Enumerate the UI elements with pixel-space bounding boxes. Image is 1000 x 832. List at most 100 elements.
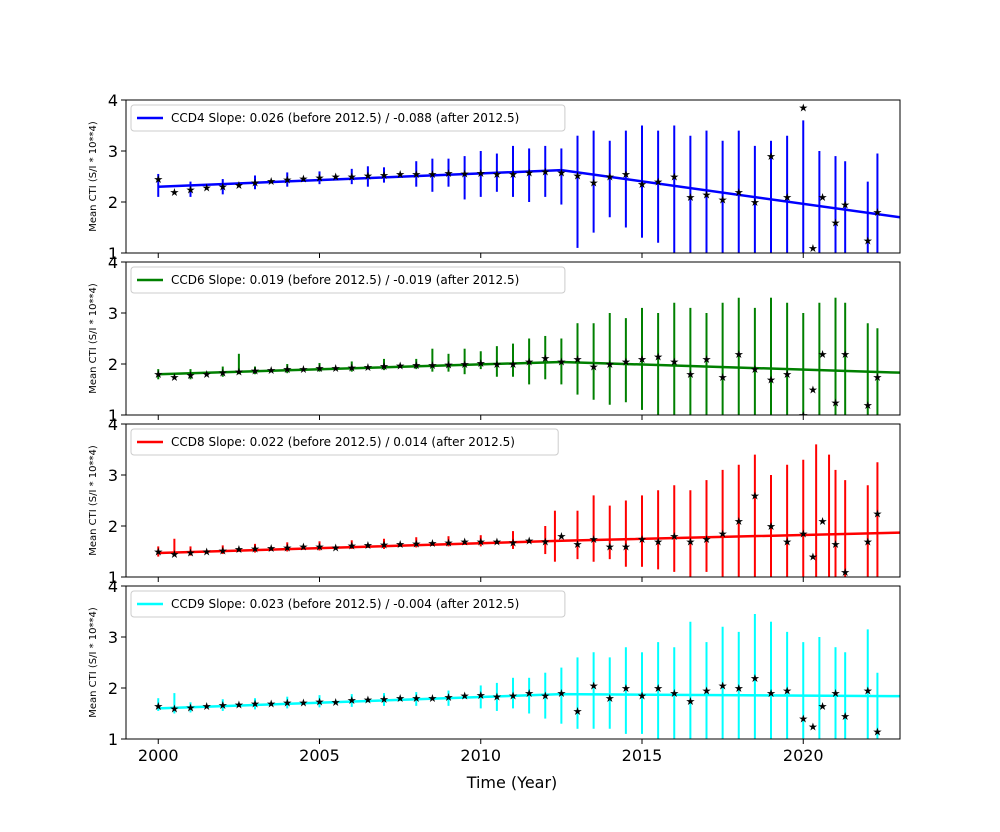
data-point: ★ xyxy=(347,694,357,707)
data-point: ★ xyxy=(266,175,276,188)
axes-frame xyxy=(125,99,901,254)
data-point: ★ xyxy=(460,535,470,548)
data-point: ★ xyxy=(492,691,502,704)
data-point: ★ xyxy=(718,528,728,541)
data-point: ★ xyxy=(427,692,437,705)
x-axis-label: Time (Year) xyxy=(466,773,558,792)
data-point: ★ xyxy=(637,353,647,366)
data-point: ★ xyxy=(621,168,631,181)
data-point: ★ xyxy=(718,679,728,692)
data-point: ★ xyxy=(573,538,583,551)
data-point: ★ xyxy=(315,540,325,553)
y-tick-label: 4 xyxy=(108,253,118,272)
data-point: ★ xyxy=(524,687,534,700)
data-point: ★ xyxy=(250,177,260,190)
data-point: ★ xyxy=(202,182,212,195)
data-point: ★ xyxy=(476,167,486,180)
data-point: ★ xyxy=(872,507,882,520)
data-point: ★ xyxy=(653,350,663,363)
plot-area: ★★★★★★★★★★★★★★★★★★★★★★★★★★★★★★★★★★★★★★★★… xyxy=(153,614,900,739)
data-point: ★ xyxy=(508,168,518,181)
data-point: ★ xyxy=(460,690,470,703)
data-point: ★ xyxy=(411,537,421,550)
x-tick-label: 2020 xyxy=(783,746,824,765)
legend-box xyxy=(130,590,566,618)
data-point: ★ xyxy=(872,725,882,738)
data-point: ★ xyxy=(282,363,292,376)
data-point: ★ xyxy=(818,700,828,713)
data-point: ★ xyxy=(186,183,196,196)
data-point: ★ xyxy=(734,515,744,528)
data-point: ★ xyxy=(202,368,212,381)
data-point: ★ xyxy=(298,696,308,709)
data-point: ★ xyxy=(605,358,615,371)
data-point: ★ xyxy=(766,373,776,386)
data-point: ★ xyxy=(427,537,437,550)
data-point: ★ xyxy=(573,353,583,366)
data-point: ★ xyxy=(476,535,486,548)
data-point: ★ xyxy=(589,533,599,546)
data-point: ★ xyxy=(363,539,373,552)
data-point: ★ xyxy=(556,355,566,368)
y-tick-label: 3 xyxy=(108,628,118,647)
data-point: ★ xyxy=(379,693,389,706)
legend-label: CCD4 Slope: 0.026 (before 2012.5) / -0.0… xyxy=(171,111,519,125)
data-point: ★ xyxy=(863,685,873,698)
data-point: ★ xyxy=(282,541,292,554)
fit-line xyxy=(158,692,900,710)
data-point: ★ xyxy=(653,176,663,189)
data-point: ★ xyxy=(347,362,357,375)
data-point: ★ xyxy=(782,535,792,548)
data-point: ★ xyxy=(508,690,518,703)
data-point: ★ xyxy=(266,542,276,555)
data-point: ★ xyxy=(621,540,631,553)
axes-frame xyxy=(125,423,901,578)
panel-ccd6: ★ ★ ★ ★ ★ ★ ★ ★ ★ ★ ★ ★ ★ ★ ★ ★ ★ ★ ★ ★ ★ ★ ★ ★ ★ ★ ★ ★ ★ ★ ★ ★ ★ ★ ★ ★ ★ ★ ★ ★… xyxy=(88,253,901,425)
legend-box xyxy=(130,266,566,294)
data-point: ★ xyxy=(266,364,276,377)
data-point: ★ xyxy=(818,348,828,361)
data-point: ★ xyxy=(734,348,744,361)
data-point: ★ xyxy=(347,171,357,184)
data-point: ★ xyxy=(202,546,212,559)
data-point: ★ xyxy=(718,371,728,384)
y-tick-label: 4 xyxy=(108,91,118,110)
data-point: ★ xyxy=(637,690,647,703)
data-point: ★ xyxy=(153,546,163,559)
data-point: ★ xyxy=(556,687,566,700)
data-point: ★ xyxy=(734,682,744,695)
panel-ccd8: ★ ★ ★ ★ ★ ★ ★ ★ ★ ★ ★ ★ ★ ★ ★ ★ ★ ★ ★ ★ ★ ★ ★ ★ ★ ★★ ★★ ★★ ★ ★ ★ ★ ★★★★★… xyxy=(88,415,901,587)
data-point: ★ xyxy=(831,216,841,229)
data-point: ★ xyxy=(750,363,760,376)
data-point: ★ xyxy=(750,672,760,685)
data-point: ★ xyxy=(840,348,850,361)
data-point: ★ xyxy=(556,166,566,179)
data-point: ★ xyxy=(766,687,776,700)
data-point: ★ xyxy=(605,171,615,184)
data-point: ★ xyxy=(798,713,808,726)
y-tick-label: 2 xyxy=(108,517,118,536)
y-tick-label: 4 xyxy=(108,415,118,434)
legend-label: CCD6 Slope: 0.019 (before 2012.5) / -0.0… xyxy=(171,273,519,287)
x-tick-label: 2000 xyxy=(138,746,179,765)
data-point: ★ xyxy=(153,368,163,381)
plot-area: ★★★★★★★★★★★★★★★★★★★★★★★★★★★★★★★★★★★★★★★★… xyxy=(153,297,900,422)
data-point: ★ xyxy=(508,536,518,549)
data-point: ★ xyxy=(460,358,470,371)
data-point: ★ xyxy=(556,530,566,543)
data-point: ★ xyxy=(298,363,308,376)
data-point: ★ xyxy=(872,206,882,219)
y-axis-label: Mean CTI (S/I * 10**4) xyxy=(88,283,99,394)
data-point: ★ xyxy=(702,685,712,698)
data-point: ★ xyxy=(798,409,808,422)
data-point: ★ xyxy=(363,169,373,182)
data-point: ★ xyxy=(766,150,776,163)
y-tick-label: 1 xyxy=(108,406,118,425)
data-point: ★ xyxy=(395,168,405,181)
data-point: ★ xyxy=(379,169,389,182)
legend: CCD4 Slope: 0.026 (before 2012.5) / -0.0… xyxy=(130,104,566,132)
data-point: ★ xyxy=(331,696,341,709)
x-axis: 2000 2005 2010 2015 2020 xyxy=(138,746,824,765)
data-point: ★ xyxy=(637,178,647,191)
data-point: ★ xyxy=(266,697,276,710)
